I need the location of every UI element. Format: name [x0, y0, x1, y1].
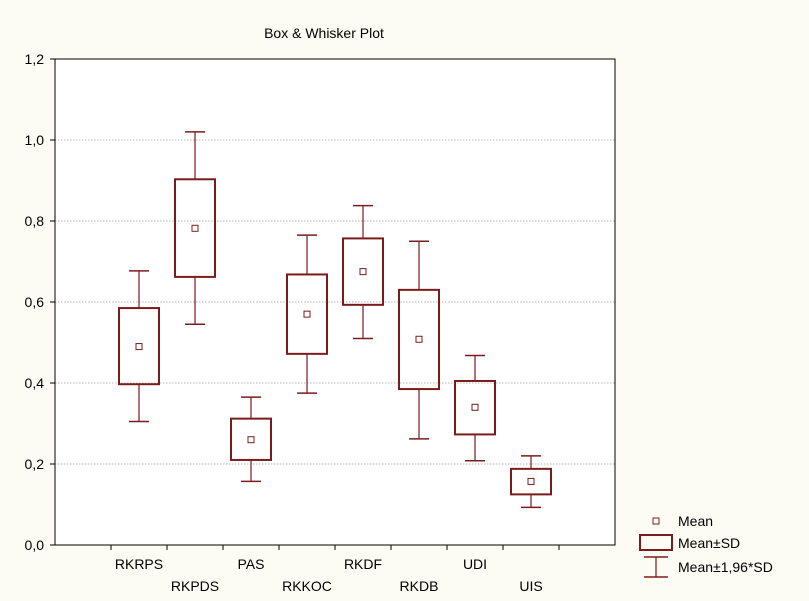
x-tick-label: PAS — [238, 556, 265, 572]
y-tick-label: 1,2 — [25, 51, 45, 67]
y-tick-label: 0,0 — [25, 537, 45, 553]
x-tick-label: RKDB — [400, 578, 439, 594]
x-axis: RKRPS RKPDS PAS RKKOC RKDF RKDB UDI UIS — [110, 545, 560, 594]
box-udi — [454, 354, 496, 462]
mean-marker — [359, 268, 367, 276]
sd-box — [118, 307, 160, 386]
legend-mean-label: Mean — [678, 513, 713, 529]
gridlines — [55, 139, 615, 465]
sd-box — [174, 178, 216, 278]
sd-box — [230, 417, 272, 461]
mean-marker — [191, 224, 199, 232]
legend-mean-symbol — [652, 517, 660, 525]
plot-frame — [54, 58, 616, 546]
mean-marker — [415, 335, 423, 343]
box-pas — [230, 396, 272, 483]
y-tick-label: 0,6 — [25, 294, 45, 310]
y-axis: 0,0 0,2 0,4 0,6 0,8 1,0 1,2 — [25, 51, 55, 553]
mean-marker — [471, 403, 479, 411]
boxes — [118, 131, 552, 509]
sd-box — [398, 288, 440, 391]
sd-box — [454, 379, 496, 436]
x-tick-label: RKDF — [344, 556, 382, 572]
sd-box — [342, 237, 384, 306]
x-tick-label: RKKOC — [282, 578, 332, 594]
x-tick-label: RKRPS — [115, 556, 163, 572]
y-tick-label: 0,4 — [25, 375, 45, 391]
box-rkkoc — [286, 234, 328, 394]
y-tick-label: 0,8 — [25, 213, 45, 229]
x-tick-label: RKPDS — [171, 578, 219, 594]
box-rkdb — [398, 240, 440, 440]
y-tick-label: 1,0 — [25, 132, 45, 148]
legend: Mean Mean±SD Mean±1,96*SD — [639, 513, 773, 578]
box-rkrps — [118, 270, 160, 423]
legend-sd-symbol — [639, 534, 673, 551]
y-tick-label: 0,2 — [25, 456, 45, 472]
mean-marker — [135, 343, 143, 351]
x-tick-label: UDI — [463, 556, 487, 572]
box-uis — [510, 455, 552, 509]
mean-marker — [527, 477, 535, 485]
mean-marker — [247, 436, 255, 444]
box-rkdf — [342, 204, 384, 340]
legend-ci-label: Mean±1,96*SD — [678, 559, 773, 575]
sd-box — [510, 467, 552, 496]
x-tick-label: UIS — [519, 578, 542, 594]
chart-title: Box & Whisker Plot — [264, 25, 384, 41]
sd-box — [286, 273, 328, 355]
legend-sd-label: Mean±SD — [678, 535, 740, 551]
box-rkpds — [174, 131, 216, 326]
mean-marker — [303, 310, 311, 318]
